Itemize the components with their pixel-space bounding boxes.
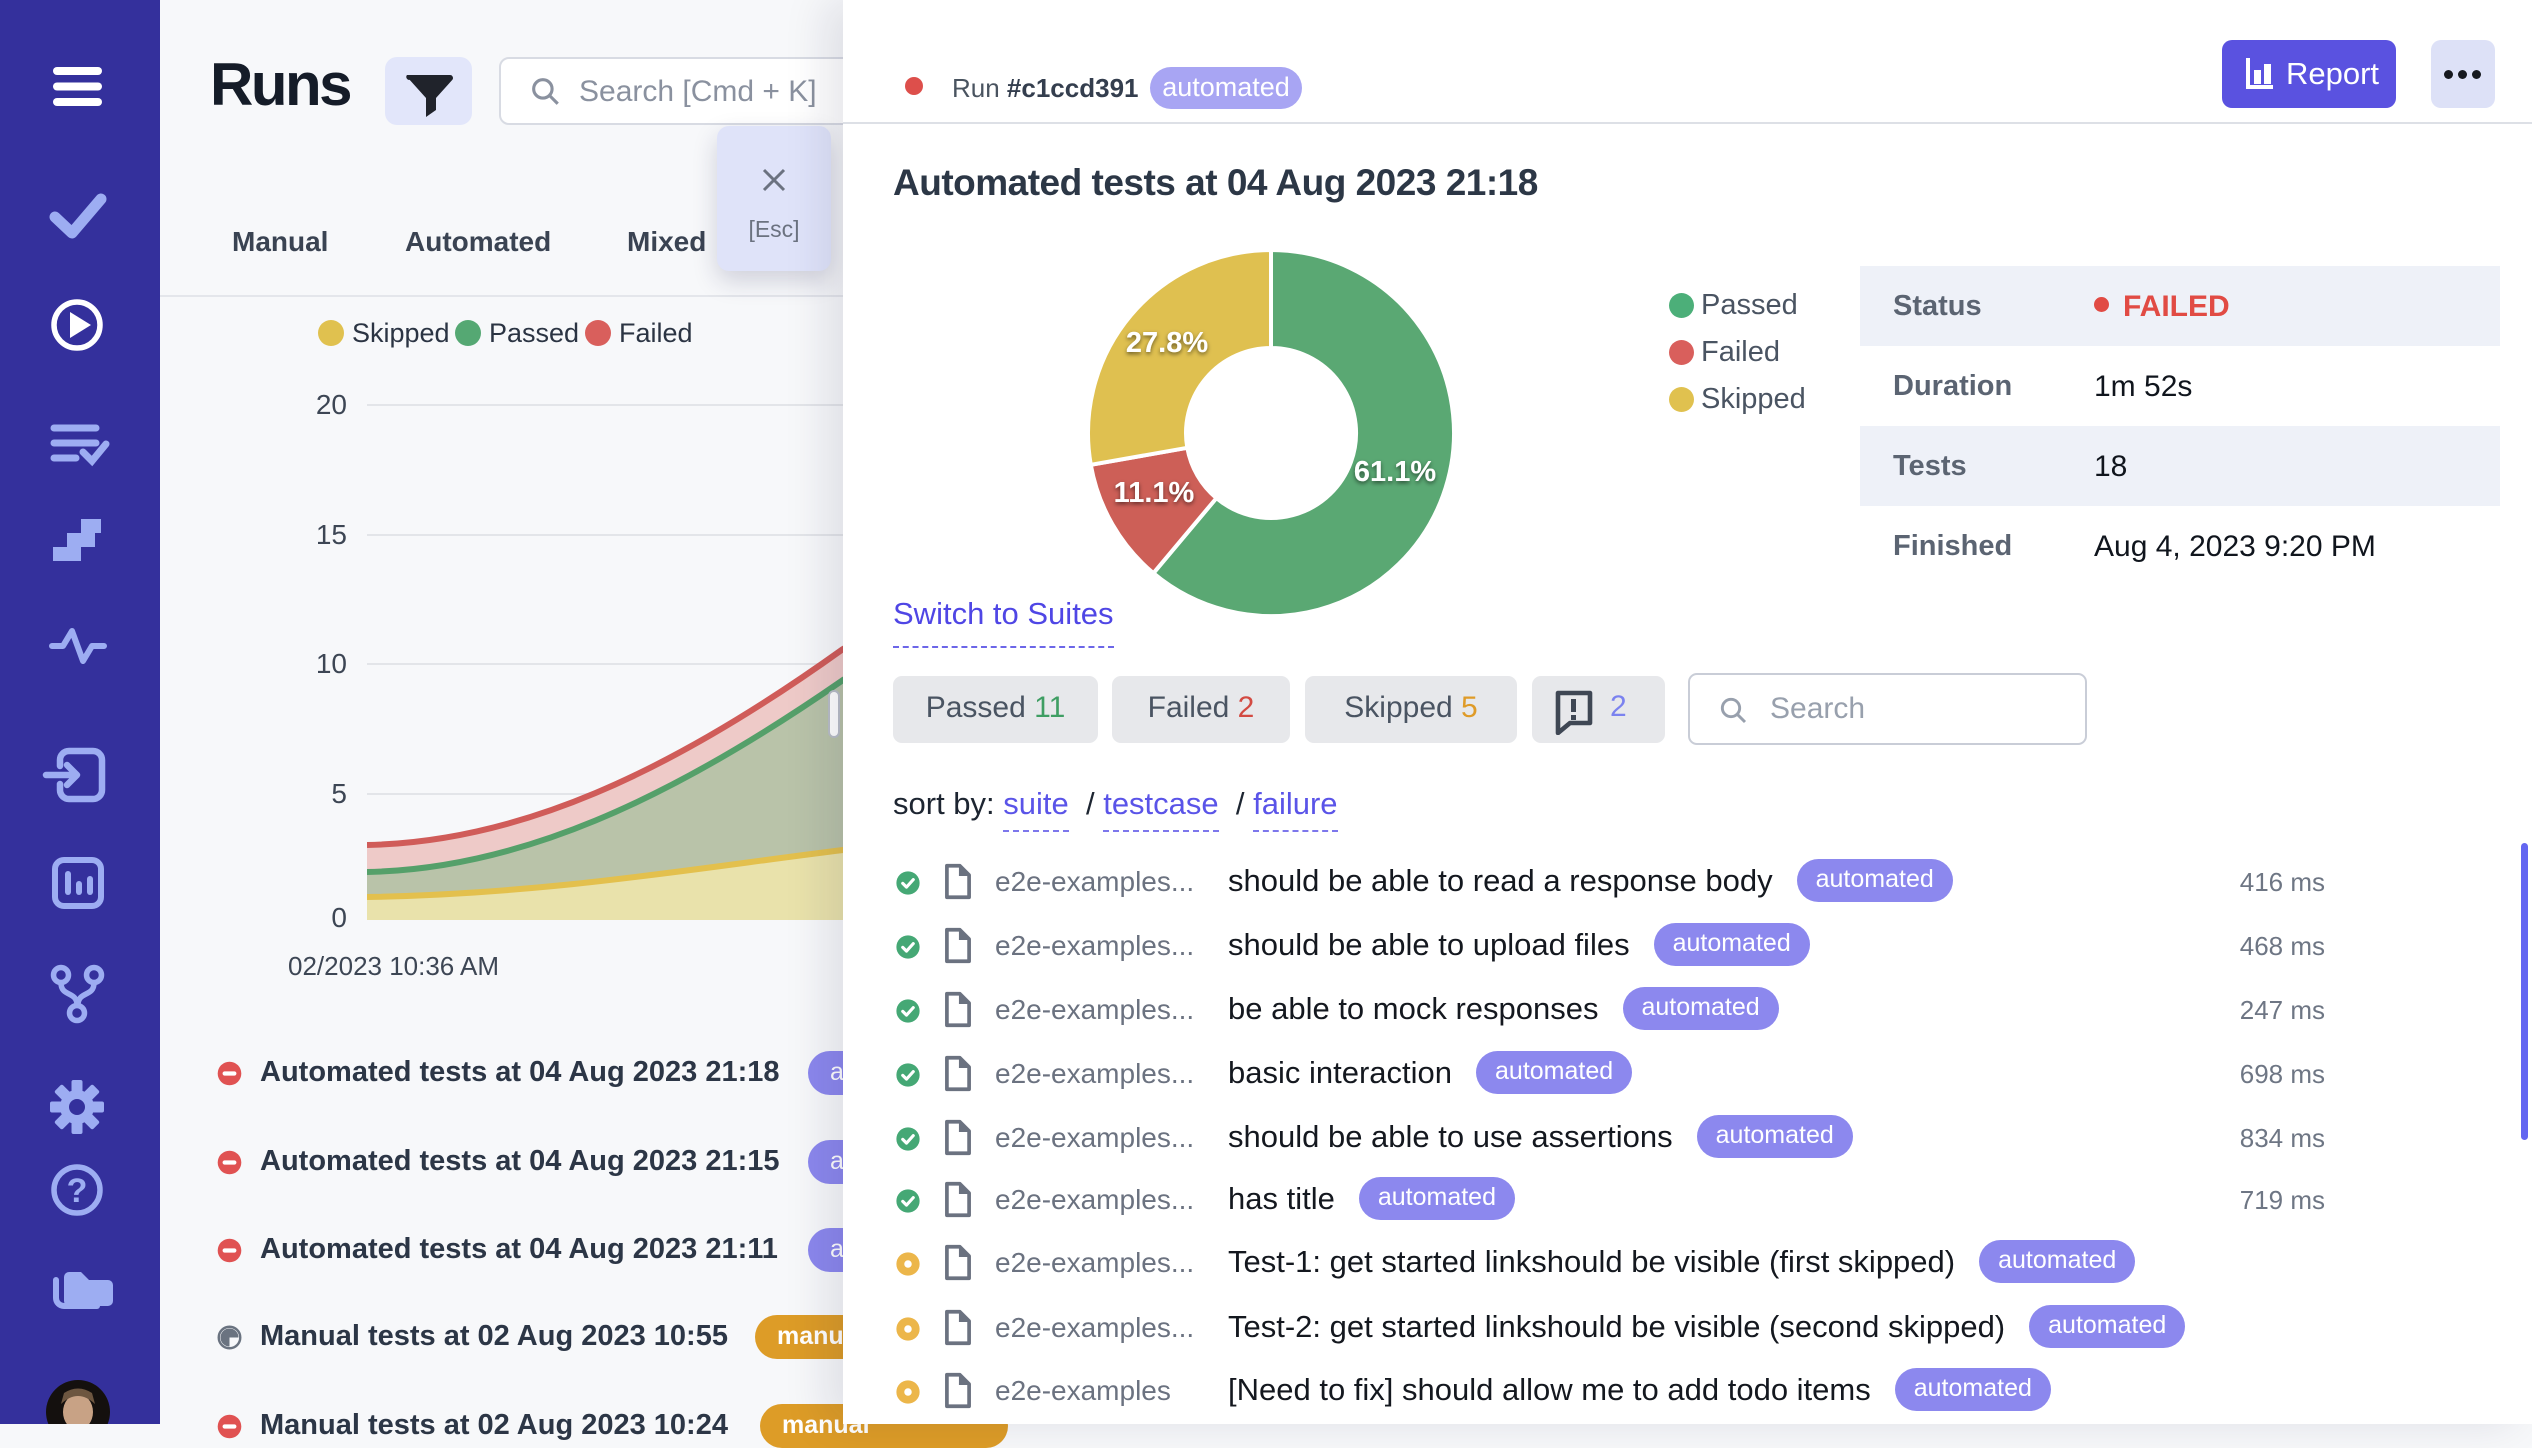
svg-text:61.1%: 61.1% (1354, 456, 1436, 488)
svg-text:27.8%: 27.8% (1126, 327, 1208, 359)
svg-text:11.1%: 11.1% (1114, 477, 1195, 509)
svg-text:?: ? (67, 1172, 88, 1210)
